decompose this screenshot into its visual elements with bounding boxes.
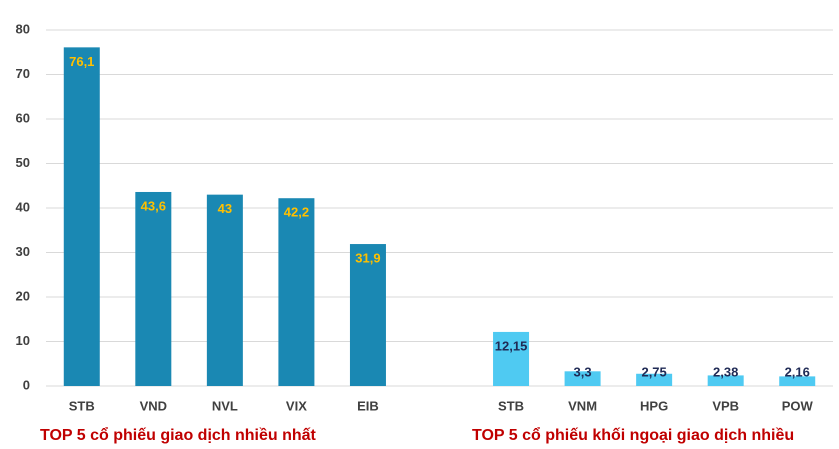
y-tick-label: 40 [16, 199, 30, 214]
bar [206, 194, 243, 386]
data-label: 43,6 [141, 198, 166, 213]
y-tick-label: 70 [16, 66, 30, 81]
data-label: 2,38 [713, 364, 738, 379]
bar [493, 331, 530, 386]
x-tick-label: STB [69, 398, 95, 413]
legend-caption: TOP 5 cổ phiếu giao dịch nhiều nhất [40, 426, 317, 444]
data-label: 76,1 [69, 54, 94, 69]
x-tick-label: VND [140, 398, 167, 413]
x-tick-label: VNM [568, 398, 597, 413]
x-tick-label: NVL [212, 398, 238, 413]
x-tick-label: EIB [357, 398, 379, 413]
bar [779, 376, 816, 386]
bar [636, 373, 673, 386]
data-label: 31,9 [355, 250, 380, 265]
x-tick-label: VPB [712, 398, 739, 413]
data-label: 3,3 [574, 364, 592, 379]
y-tick-label: 50 [16, 155, 30, 170]
data-label: 2,16 [785, 364, 810, 379]
y-tick-label: 30 [16, 244, 30, 259]
y-tick-label: 60 [16, 110, 30, 125]
data-label: 12,15 [495, 338, 528, 353]
bar [278, 198, 315, 386]
data-label: 43 [218, 201, 232, 216]
y-tick-label: 20 [16, 288, 30, 303]
data-label: 42,2 [284, 205, 309, 220]
x-tick-label: VIX [286, 398, 307, 413]
bar [63, 47, 100, 386]
x-tick-label: HPG [640, 398, 668, 413]
y-tick-label: 80 [16, 21, 30, 36]
bar [135, 191, 172, 386]
bar [564, 371, 601, 386]
bar [707, 375, 744, 386]
y-tick-label: 0 [23, 377, 30, 392]
x-tick-label: POW [782, 398, 814, 413]
legend-caption: TOP 5 cổ phiếu khối ngoại giao dịch nhiề… [472, 426, 794, 444]
data-label: 2,75 [641, 364, 666, 379]
y-tick-label: 10 [16, 333, 30, 348]
x-tick-label: STB [498, 398, 524, 413]
bar [349, 244, 386, 386]
